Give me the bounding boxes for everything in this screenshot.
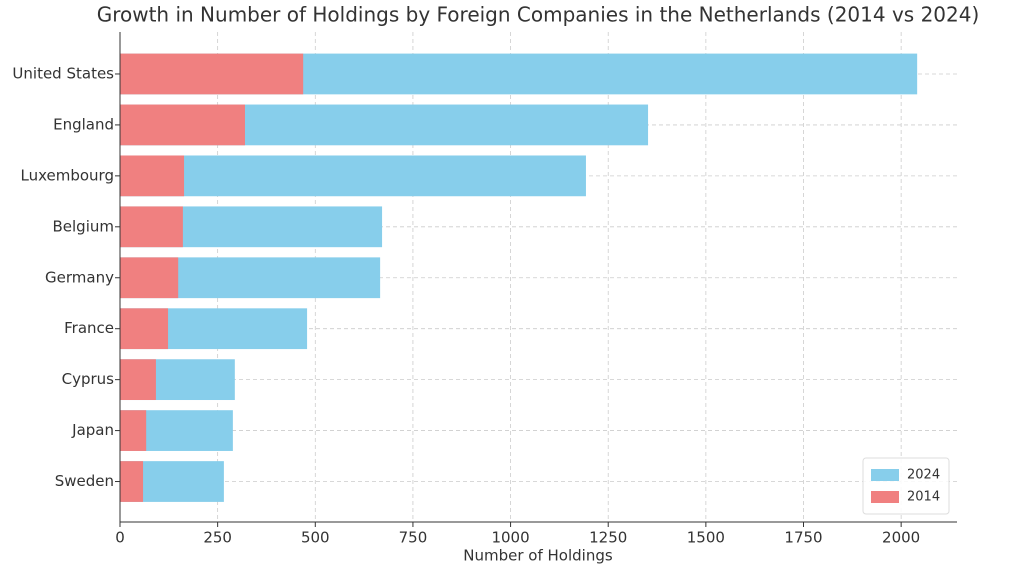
legend-label: 2014 — [907, 490, 940, 505]
x-tick-label: 0 — [115, 529, 125, 547]
x-tick-label: 750 — [399, 529, 428, 547]
x-tick-label: 250 — [203, 529, 232, 547]
legend-swatch — [871, 469, 899, 481]
bar — [120, 359, 156, 401]
y-tick-label: United States — [12, 64, 114, 82]
chart-title: Growth in Number of Holdings by Foreign … — [97, 3, 980, 27]
x-tick-label: 1750 — [784, 529, 822, 547]
x-axis-label: Number of Holdings — [463, 547, 613, 565]
x-tick-label: 2000 — [882, 529, 920, 547]
bar — [120, 206, 183, 248]
x-tick-label: 1500 — [687, 529, 725, 547]
y-tick-label: Belgium — [53, 217, 115, 235]
y-tick-label: Cyprus — [62, 370, 115, 388]
y-tick-label: Luxembourg — [21, 166, 115, 184]
y-tick-label: France — [64, 319, 114, 337]
bar — [120, 308, 169, 350]
x-tick-label: 1000 — [491, 529, 529, 547]
bar — [120, 410, 147, 451]
bar — [120, 155, 185, 197]
legend-swatch — [871, 491, 899, 503]
y-tick-label: Japan — [71, 421, 114, 439]
y-tick-label: Sweden — [55, 472, 114, 490]
bar — [120, 155, 586, 197]
y-tick-label: Germany — [45, 268, 114, 286]
bar — [120, 257, 179, 299]
x-tick-label: 500 — [301, 529, 330, 547]
x-tick-label: 1250 — [589, 529, 627, 547]
legend-box — [862, 457, 950, 515]
legend-label: 2024 — [907, 468, 940, 483]
bar — [120, 104, 245, 146]
y-tick-label: England — [53, 115, 114, 133]
bar — [120, 53, 304, 95]
bar — [120, 461, 144, 502]
